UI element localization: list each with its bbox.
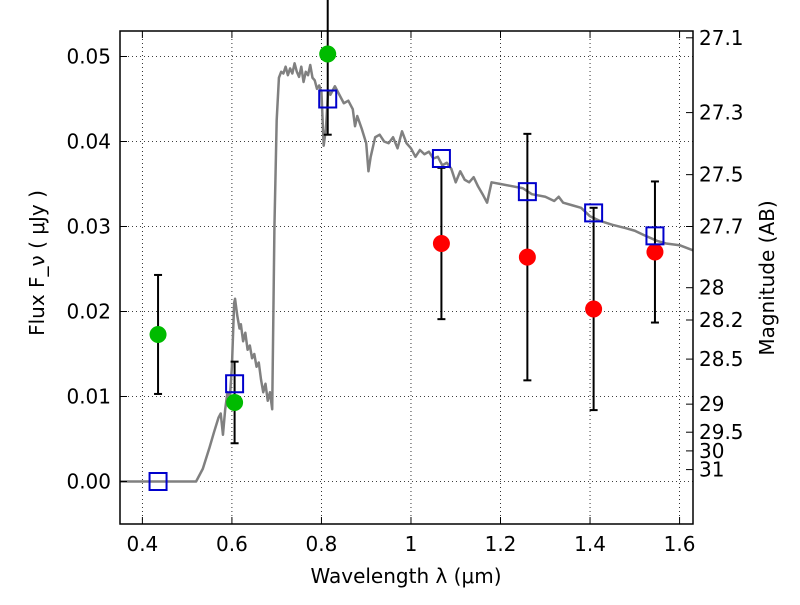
- x-axis-label: Wavelength λ (μm): [310, 564, 501, 588]
- circle-marker: [226, 393, 244, 411]
- model-curve-layer: [120, 62, 694, 483]
- circle-marker: [432, 235, 450, 252]
- right-tick-label: 28: [699, 276, 724, 300]
- circle-marker: [149, 325, 167, 343]
- right-tick-label: 27.1: [699, 26, 744, 50]
- square-marker: [225, 374, 245, 394]
- marker-layer: [148, 45, 665, 491]
- circle-marker: [585, 300, 603, 318]
- x-tick-label: 1.2: [485, 532, 517, 556]
- axes: [119, 30, 694, 525]
- square-marker: [431, 149, 451, 168]
- right-tick-label: 28.5: [699, 347, 744, 371]
- ticks: 0.4 0.6 0.8 1 1.2 1.4 1.6 0.00 0.01 0.02 0.03 0.04 0…: [66, 26, 743, 556]
- right-tick-label: 28.2: [699, 308, 744, 332]
- y-tick-label: 0.01: [66, 385, 111, 409]
- right-tick-label: 27.5: [699, 163, 744, 187]
- right-tick-label: 29.5: [699, 420, 744, 444]
- circle-marker: [646, 243, 664, 261]
- right-axis-label: Magnitude (AB): [755, 200, 779, 355]
- x-tick-label: 1.6: [664, 532, 696, 556]
- grid: [120, 31, 693, 524]
- y-tick-label: 0.00: [66, 470, 111, 494]
- x-tick-label: 0.4: [126, 532, 158, 556]
- right-tick-label: 31: [699, 458, 724, 482]
- errorbar-layer: [154, 0, 659, 445]
- square-marker: [645, 226, 665, 246]
- square-marker: [148, 472, 168, 491]
- x-tick-label: 0.6: [216, 532, 248, 556]
- right-tick-label: 27.3: [699, 101, 744, 125]
- y-tick-label: 0.02: [66, 300, 111, 324]
- y-axis-label: Flux F_ν ( μJy ): [25, 190, 49, 336]
- circle-marker: [319, 45, 337, 63]
- right-tick-label: 29: [699, 392, 724, 416]
- right-tick-label: 27.7: [699, 215, 744, 239]
- x-tick-label: 0.8: [306, 532, 338, 556]
- plot-frame: [119, 30, 694, 525]
- x-tick-label: 1.4: [574, 532, 606, 556]
- y-tick-label: 0.05: [66, 45, 111, 69]
- square-marker: [517, 182, 537, 202]
- x-tick-label: 1: [405, 532, 418, 556]
- right-tick-label: 30: [699, 439, 724, 463]
- model-sed-curve: [120, 62, 694, 483]
- square-marker: [318, 89, 338, 109]
- square-marker: [584, 203, 604, 223]
- circle-marker: [518, 248, 536, 266]
- y-tick-label: 0.03: [66, 215, 111, 239]
- y-tick-label: 0.04: [66, 130, 111, 154]
